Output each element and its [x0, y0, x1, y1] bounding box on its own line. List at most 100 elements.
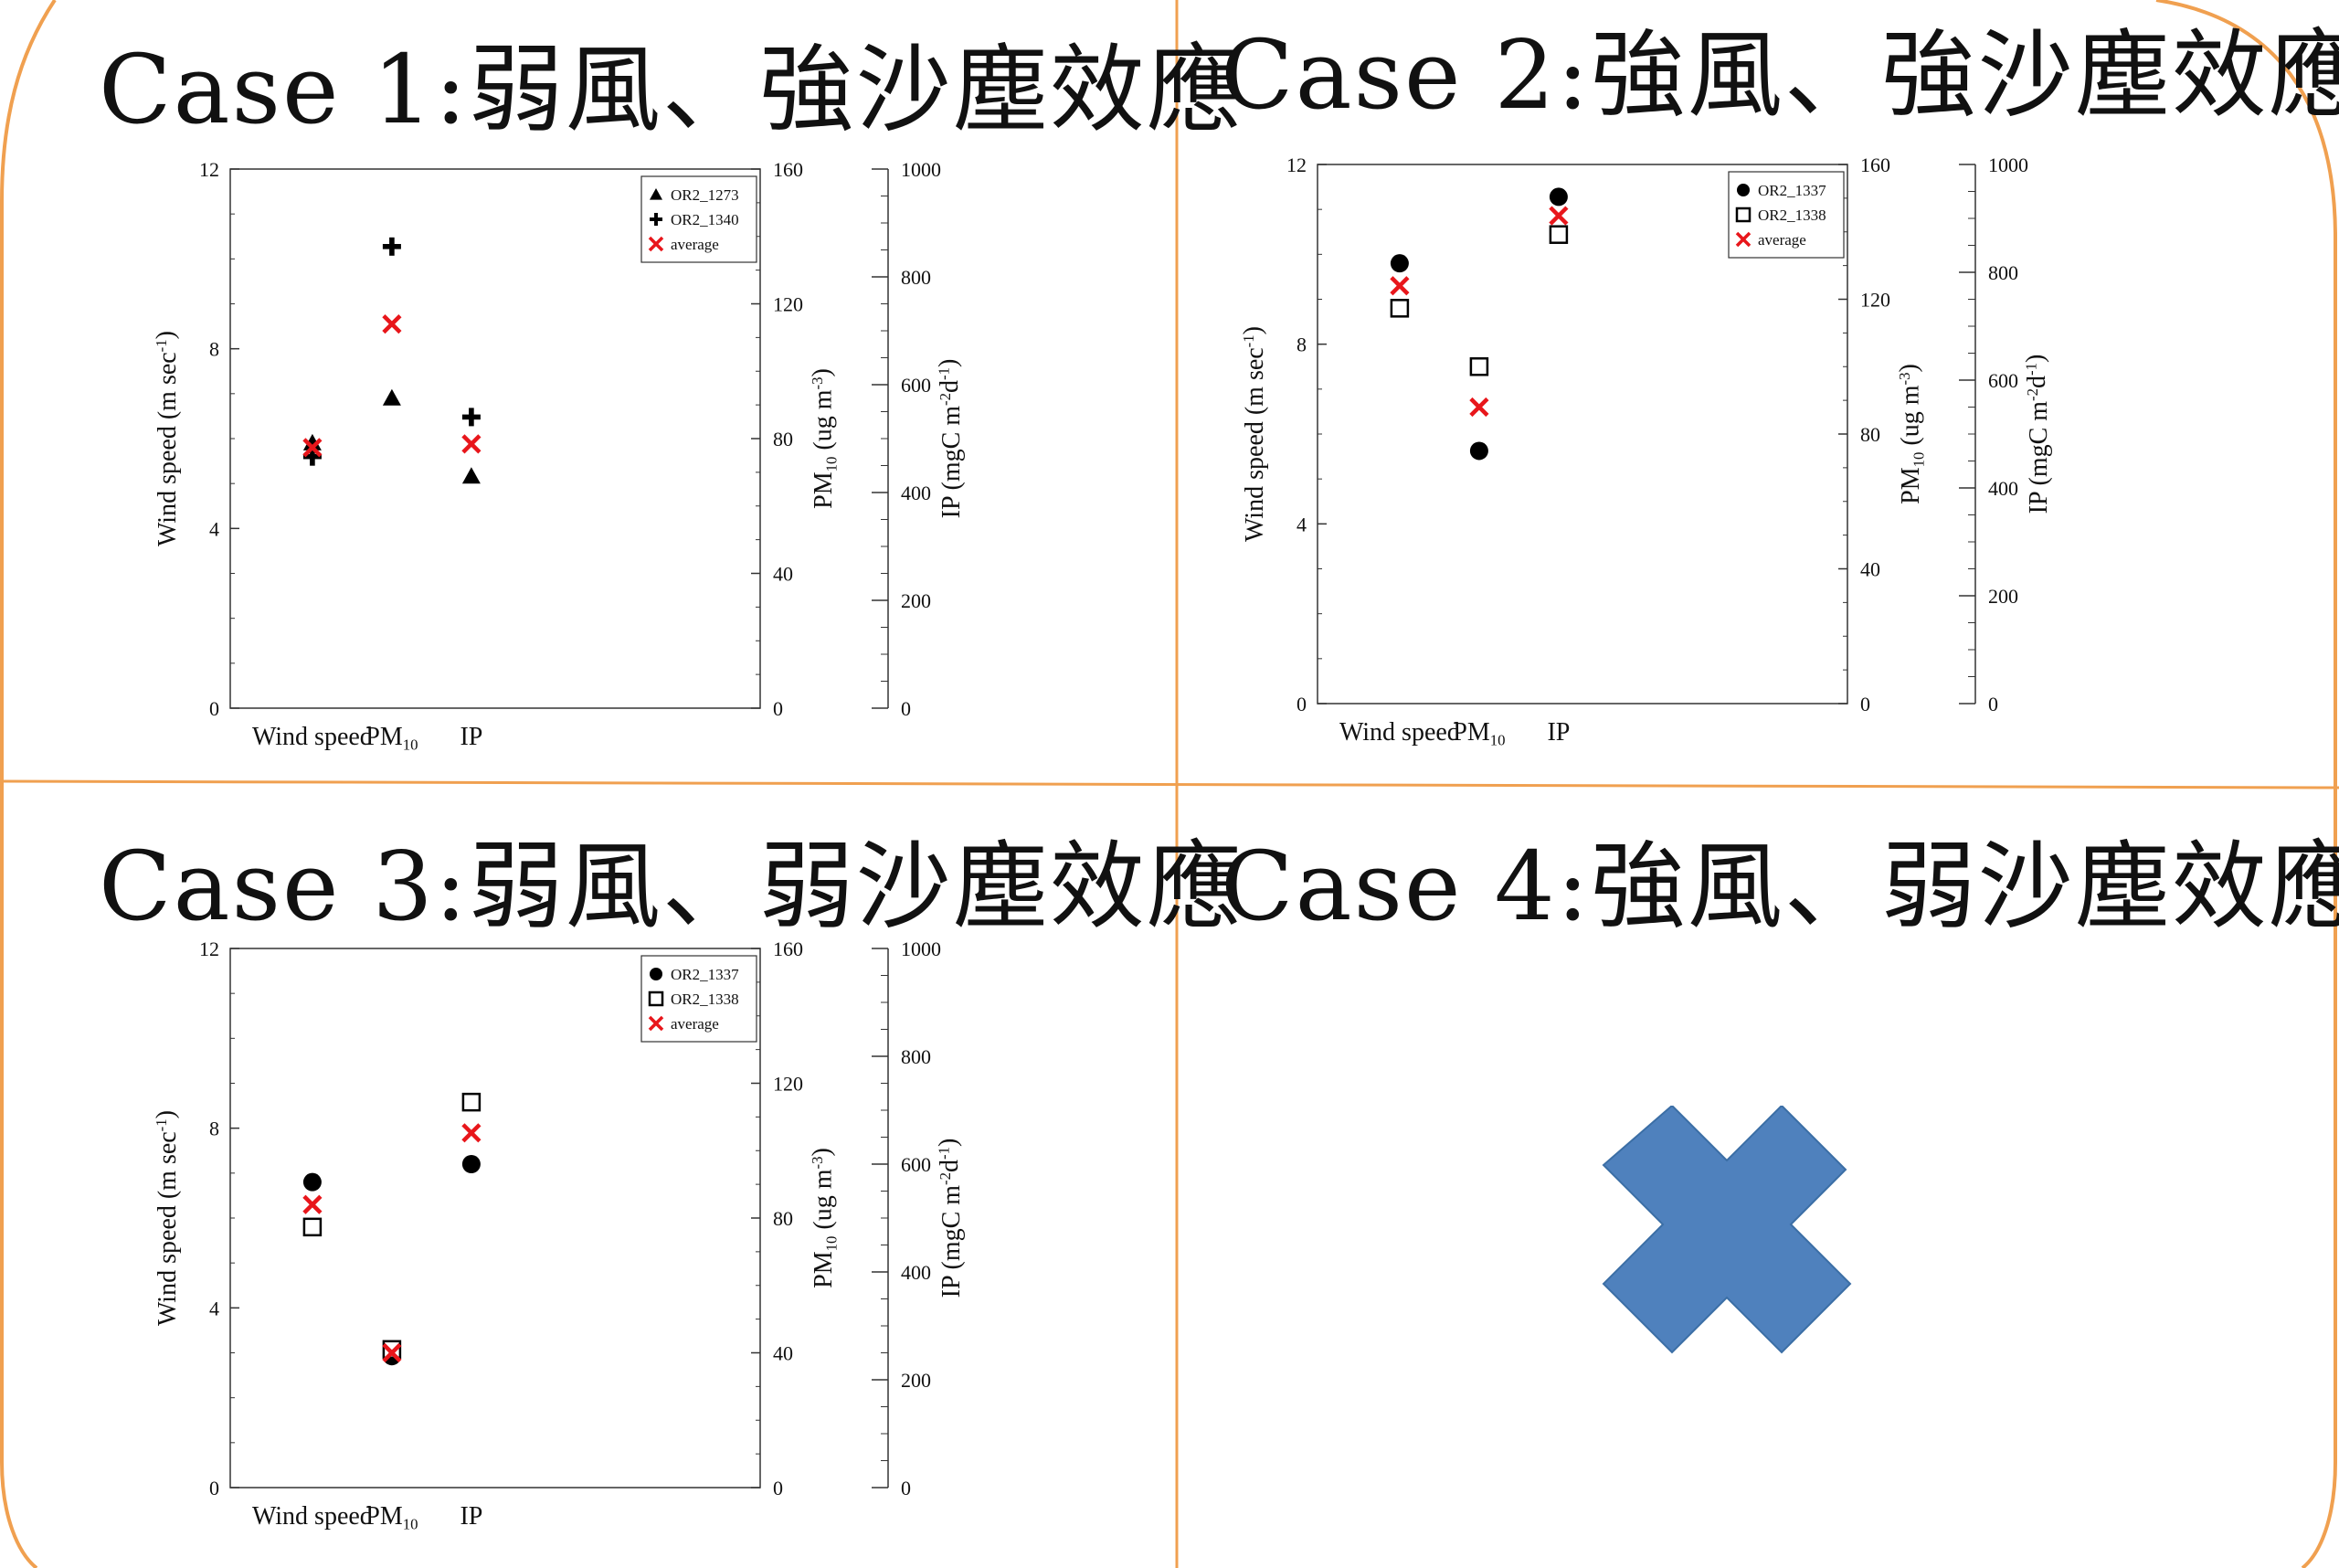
legend-label: average — [671, 1015, 719, 1033]
point-x-b — [382, 314, 402, 334]
legend-marker — [1737, 184, 1750, 196]
divider-horizontal — [0, 779, 2339, 789]
point-square — [302, 1217, 323, 1237]
point-x-b — [302, 438, 323, 458]
right2-axis-label: IP (mgC m-2d-1) — [934, 1139, 966, 1298]
left-tick-label: 12 — [199, 938, 219, 960]
category-label: IP — [460, 723, 482, 751]
point-square — [461, 1092, 482, 1112]
right1-tick-label: 40 — [773, 1342, 793, 1365]
right2-tick-label: 800 — [1988, 261, 2018, 284]
category-label: PM10 — [1453, 718, 1505, 749]
frame-outline-right — [2155, 0, 2337, 1568]
right1-tick-label: 160 — [1860, 154, 1890, 176]
category-label: PM10 — [365, 723, 418, 754]
right2-tick-label: 0 — [1988, 693, 1998, 715]
right2-tick-label: 1000 — [901, 158, 941, 181]
right2-tick-label: 400 — [1988, 477, 2018, 500]
case1-title: Case 1:弱風、強沙塵效應 — [99, 34, 1244, 145]
right1-tick-label: 80 — [773, 428, 793, 450]
right1-tick-label: 120 — [773, 1073, 803, 1096]
point-square — [1390, 299, 1410, 318]
point-circle — [461, 1155, 481, 1173]
left-tick-label: 0 — [1297, 693, 1307, 715]
case3-title: Case 3:弱風、弱沙塵效應 — [99, 831, 1244, 942]
legend-marker — [1735, 207, 1752, 223]
right2-tick-label: 0 — [901, 1477, 911, 1499]
point-square — [1469, 357, 1489, 376]
legend-label: OR2_1340 — [671, 211, 739, 228]
right2-tick-label: 600 — [901, 374, 931, 397]
left-axis-label: Wind speed (m sec-1) — [1239, 326, 1269, 542]
right1-tick-label: 40 — [773, 563, 793, 586]
point-circle — [1549, 187, 1568, 207]
left-tick-label: 4 — [1297, 513, 1307, 535]
right1-tick-label: 0 — [1860, 693, 1870, 715]
right2-tick-label: 400 — [901, 1261, 931, 1284]
point-x-b — [1390, 276, 1410, 296]
category-label: Wind speed — [1339, 718, 1460, 747]
left-axis-label: Wind speed (m sec-1) — [152, 1110, 182, 1326]
left-tick-label: 0 — [209, 697, 219, 720]
right2-tick-label: 800 — [901, 1045, 931, 1068]
point-x-b — [1469, 397, 1489, 418]
right2-tick-label: 600 — [1988, 369, 2018, 392]
legend-label: OR2_1338 — [1758, 207, 1826, 224]
right2-tick-label: 400 — [901, 482, 931, 504]
right1-axis-label: PM10 (ug m-3) — [808, 368, 841, 509]
point-triangle — [302, 433, 322, 450]
point-plus-v — [389, 237, 395, 256]
point-plus-v — [310, 447, 315, 466]
point-x-b — [461, 1123, 482, 1143]
case4-title: Case 4:強風、弱沙塵效應 — [1221, 831, 2339, 942]
point-x-b — [461, 434, 482, 454]
cross-shape-icon — [1602, 1106, 1852, 1354]
left-tick-label: 12 — [199, 158, 219, 181]
right1-axis-label: PM10 (ug m-3) — [808, 1148, 841, 1288]
legend-label: OR2_1337 — [671, 966, 739, 983]
right2-axis-label: IP (mgC m-2d-1) — [2021, 355, 2053, 514]
right1-tick-label: 160 — [773, 158, 803, 181]
category-label: IP — [1547, 718, 1570, 747]
left-tick-label: 0 — [209, 1477, 219, 1499]
legend-label: average — [671, 236, 719, 253]
case2-title: Case 2:強風、強沙塵效應 — [1221, 19, 2339, 131]
legend-marker-b — [648, 236, 664, 252]
point-circle — [1390, 254, 1409, 273]
legend-label: OR2_1273 — [671, 186, 739, 204]
right2-tick-label: 200 — [901, 1369, 931, 1392]
legend-marker-b — [648, 1015, 664, 1032]
frame-outline — [0, 0, 57, 1568]
legend-marker-b — [1735, 231, 1752, 248]
left-tick-label: 8 — [1297, 334, 1307, 356]
right2-tick-label: 1000 — [1988, 154, 2028, 176]
left-tick-label: 12 — [1286, 154, 1307, 176]
point-circle — [302, 1172, 322, 1192]
right1-tick-label: 0 — [773, 697, 783, 720]
right1-tick-label: 120 — [1860, 289, 1890, 312]
point-square — [382, 1340, 402, 1360]
legend-marker — [650, 188, 662, 200]
point-triangle — [461, 467, 481, 484]
legend-label: OR2_1337 — [1758, 182, 1826, 199]
point-plus-v — [469, 408, 474, 427]
right2-tick-label: 600 — [901, 1153, 931, 1176]
category-label: Wind speed — [252, 1502, 373, 1531]
category-label: PM10 — [365, 1502, 418, 1533]
right2-axis-label: IP (mgC m-2d-1) — [934, 359, 966, 519]
right1-tick-label: 160 — [773, 938, 803, 960]
point-x-b — [302, 1194, 323, 1214]
point-x-b — [382, 1342, 402, 1363]
chart-case3: 0 4 8 12 0 40 80 120 160 0 200 400 600 800 1000 Wind sp… — [146, 930, 1042, 1552]
right1-tick-label: 40 — [1860, 558, 1880, 581]
cross-shape — [1602, 1106, 1852, 1354]
legend-marker-v — [654, 213, 658, 226]
right2-tick-label: 0 — [901, 697, 911, 720]
legend-marker — [648, 991, 664, 1007]
right1-axis-label: PM10 (ug m-3) — [1895, 364, 1928, 504]
chart-case2: 0 4 8 12 0 40 80 120 160 0 200 400 600 800 1000 Wind sp… — [1233, 146, 2129, 768]
right2-tick-label: 200 — [901, 589, 931, 612]
left-tick-label: 8 — [209, 1118, 219, 1140]
legend-label: average — [1758, 231, 1806, 249]
left-tick-label: 8 — [209, 338, 219, 361]
